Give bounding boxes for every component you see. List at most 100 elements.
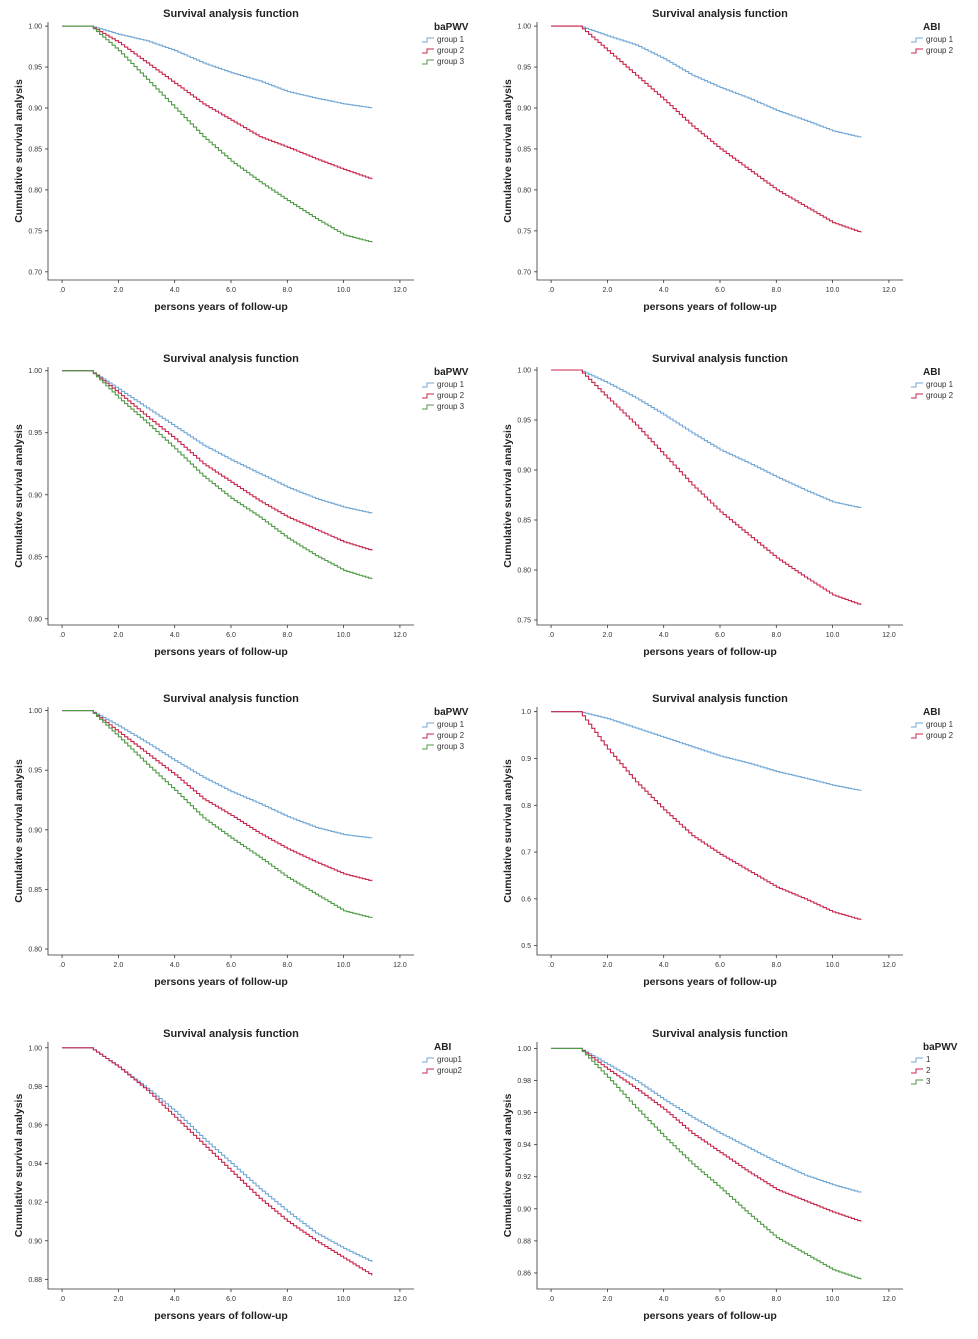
legend-swatch <box>422 393 434 399</box>
axes <box>47 22 414 281</box>
y-tick-label: 0.90 <box>517 468 531 475</box>
legend-swatch <box>422 1057 434 1063</box>
y-tick-label: 0.80 <box>28 616 42 623</box>
chart-svg: Survival analysis function .0 2.0 4.0 6.0 8.0… <box>13 353 469 658</box>
legend-swatch <box>422 1068 434 1074</box>
y-tick-label: 0.6 <box>521 896 531 903</box>
axes <box>536 22 903 281</box>
legend-title: baPWV <box>923 1042 958 1053</box>
x-tick-label: 12.0 <box>882 632 896 639</box>
series-line-2 <box>551 25 862 233</box>
y-tick-label: 0.85 <box>28 554 42 561</box>
x-tick-label: .0 <box>59 962 65 969</box>
x-tick-label: 4.0 <box>170 287 180 294</box>
survival-chart-1: Survival analysis function .0 2.0 4.0 6.0 8.0… <box>0 0 489 330</box>
legend-title: ABI <box>923 707 940 718</box>
x-tick-label: .0 <box>548 632 554 639</box>
y-tick-label: 0.85 <box>28 887 42 894</box>
y-axis-label: Cumulative survival analysis <box>13 79 25 223</box>
y-tick-label: 1.00 <box>28 1045 42 1052</box>
x-tick-label: 6.0 <box>226 962 236 969</box>
x-axis-label: persons years of follow-up <box>154 976 288 988</box>
chart-svg: Survival analysis function .0 2.0 4.0 6.0 8.0… <box>502 693 954 988</box>
y-tick-label: 0.85 <box>517 518 531 525</box>
y-axis-label: Cumulative survival analysis <box>13 759 25 903</box>
legend-label: group 1 <box>926 380 954 389</box>
series-line-1 <box>551 711 862 791</box>
y-tick-label: 0.9 <box>521 756 531 763</box>
legend-swatch <box>422 722 434 728</box>
series-line-2 <box>551 711 862 920</box>
x-tick-label: 2.0 <box>603 287 613 294</box>
chart-svg: Survival analysis function .0 2.0 4.0 6.0 8.0… <box>13 8 469 313</box>
legend-label: 3 <box>926 1077 931 1086</box>
survival-chart-2: Survival analysis function .0 2.0 4.0 6.0 8.0… <box>489 0 978 330</box>
x-tick-label: 4.0 <box>170 632 180 639</box>
legend-label: 2 <box>926 1066 931 1075</box>
series-line-2 <box>62 25 373 180</box>
x-tick-label: 10.0 <box>826 962 840 969</box>
x-tick-label: 8.0 <box>282 962 292 969</box>
series-line-1 <box>551 1047 862 1193</box>
chart-svg: Survival analysis function .0 2.0 4.0 6.0 8.0… <box>13 693 469 988</box>
x-tick-label: 6.0 <box>715 632 725 639</box>
y-tick-label: 0.98 <box>517 1078 531 1085</box>
y-tick-label: 0.75 <box>517 618 531 625</box>
y-tick-label: 0.7 <box>521 850 531 857</box>
y-tick-label: 0.94 <box>28 1161 42 1168</box>
x-tick-label: 10.0 <box>337 632 351 639</box>
y-tick-label: 0.80 <box>517 187 531 194</box>
x-axis-label: persons years of follow-up <box>154 301 288 313</box>
x-tick-label: 8.0 <box>771 287 781 294</box>
x-tick-label: 10.0 <box>337 287 351 294</box>
y-tick-label: 0.88 <box>517 1238 531 1245</box>
y-tick-label: 1.00 <box>517 24 531 31</box>
legend-swatch <box>422 59 434 65</box>
y-tick-label: 0.92 <box>517 1174 531 1181</box>
series-line-3 <box>62 710 373 919</box>
legend-swatch <box>422 37 434 43</box>
legend-label: group1 <box>437 1055 462 1064</box>
x-tick-label: 2.0 <box>603 1296 613 1303</box>
legend-label: group 1 <box>926 720 954 729</box>
x-tick-label: 8.0 <box>282 632 292 639</box>
y-tick-label: 0.70 <box>28 269 42 276</box>
chart-svg: Survival analysis function .0 2.0 4.0 6.0 8.0… <box>502 8 954 313</box>
series-line-1 <box>551 25 862 138</box>
legend-label: group 2 <box>437 46 465 55</box>
chart-title: Survival analysis function <box>163 8 299 20</box>
series-line-1 <box>62 25 373 109</box>
y-tick-label: 0.95 <box>28 430 42 437</box>
legend-label: group 2 <box>437 731 465 740</box>
x-tick-label: 12.0 <box>393 287 407 294</box>
legend-title: ABI <box>434 1042 451 1053</box>
x-tick-label: 4.0 <box>170 962 180 969</box>
x-tick-label: 10.0 <box>826 287 840 294</box>
y-tick-label: 0.95 <box>28 768 42 775</box>
y-tick-label: 0.96 <box>517 1110 531 1117</box>
x-tick-label: 12.0 <box>882 962 896 969</box>
y-axis-label: Cumulative survival analysis <box>502 1094 514 1238</box>
x-tick-label: 2.0 <box>114 287 124 294</box>
x-tick-label: 6.0 <box>715 962 725 969</box>
y-axis-label: Cumulative survival analysis <box>13 424 25 568</box>
y-tick-label: 0.90 <box>28 1238 42 1245</box>
x-tick-label: 2.0 <box>114 632 124 639</box>
legend-swatch <box>911 722 923 728</box>
y-tick-label: 0.95 <box>517 65 531 72</box>
x-tick-label: 12.0 <box>882 287 896 294</box>
y-tick-label: 0.85 <box>28 146 42 153</box>
x-axis-label: persons years of follow-up <box>643 1310 777 1322</box>
x-tick-label: 4.0 <box>659 962 669 969</box>
axes <box>47 1042 414 1290</box>
x-tick-label: 2.0 <box>114 1296 124 1303</box>
survival-chart-3: Survival analysis function .0 2.0 4.0 6.0 8.0… <box>0 345 489 675</box>
chart-title: Survival analysis function <box>163 353 299 365</box>
chart-title: Survival analysis function <box>652 8 788 20</box>
survival-chart-6: Survival analysis function .0 2.0 4.0 6.0 8.0… <box>489 685 978 1005</box>
legend-label: group 3 <box>437 402 465 411</box>
x-tick-label: .0 <box>59 1296 65 1303</box>
x-tick-label: 8.0 <box>282 287 292 294</box>
legend-swatch <box>422 744 434 750</box>
y-tick-label: 0.75 <box>517 228 531 235</box>
